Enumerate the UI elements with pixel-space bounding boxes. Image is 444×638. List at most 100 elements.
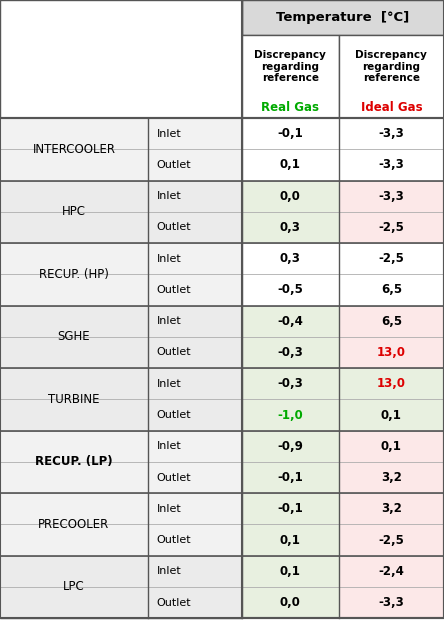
Text: 0,3: 0,3	[280, 252, 301, 265]
Bar	[148, 524, 242, 556]
Text: -0,1: -0,1	[278, 471, 303, 484]
Text: Inlet: Inlet	[157, 379, 182, 389]
Text: Inlet: Inlet	[157, 567, 182, 576]
Text: HPC: HPC	[62, 205, 86, 218]
Bar	[0, 524, 148, 556]
Bar	[0, 493, 148, 524]
Text: Inlet: Inlet	[157, 254, 182, 263]
Text: Temperature  [°C]: Temperature [°C]	[276, 11, 410, 24]
Bar	[242, 243, 339, 274]
Text: 6,5: 6,5	[381, 315, 402, 328]
Text: RECUP. (LP): RECUP. (LP)	[35, 456, 113, 468]
Bar	[0, 118, 148, 149]
Bar	[148, 274, 242, 306]
Text: Outlet: Outlet	[157, 223, 191, 232]
Bar	[242, 0, 444, 618]
Text: INTERCOOLER: INTERCOOLER	[32, 143, 115, 156]
Bar	[242, 556, 339, 587]
Bar	[242, 587, 339, 618]
Bar	[339, 524, 444, 556]
Text: Inlet: Inlet	[157, 129, 182, 138]
Text: 3,2: 3,2	[381, 471, 402, 484]
Bar	[242, 368, 339, 399]
Text: -3,3: -3,3	[379, 127, 404, 140]
Bar	[0, 306, 148, 337]
Bar	[242, 431, 339, 462]
Text: Inlet: Inlet	[157, 191, 182, 201]
Bar	[148, 493, 242, 524]
Text: 6,5: 6,5	[381, 283, 402, 297]
Text: Inlet: Inlet	[157, 504, 182, 514]
Bar	[339, 587, 444, 618]
Text: 0,1: 0,1	[280, 533, 301, 547]
Bar	[242, 524, 339, 556]
Bar	[242, 306, 339, 337]
Text: 13,0: 13,0	[377, 346, 406, 359]
Bar	[148, 337, 242, 368]
Text: SGHE: SGHE	[58, 330, 90, 343]
Bar	[148, 556, 242, 587]
Text: -2,5: -2,5	[378, 221, 404, 234]
Text: PRECOOLER: PRECOOLER	[38, 518, 110, 531]
Bar	[339, 181, 444, 212]
Text: -0,1: -0,1	[278, 502, 303, 516]
Bar	[148, 243, 242, 274]
Text: Discrepancy
regarding
reference: Discrepancy regarding reference	[254, 50, 326, 83]
Text: RECUP. (HP): RECUP. (HP)	[39, 268, 109, 281]
Bar	[148, 462, 242, 493]
Bar	[148, 368, 242, 399]
Bar	[339, 493, 444, 524]
Text: Discrepancy
regarding
reference: Discrepancy regarding reference	[356, 50, 427, 83]
Bar	[148, 149, 242, 181]
Text: -0,5: -0,5	[278, 283, 303, 297]
Bar	[339, 149, 444, 181]
Bar	[242, 212, 339, 243]
Bar	[242, 274, 339, 306]
Bar	[0, 243, 148, 274]
Text: Inlet: Inlet	[157, 316, 182, 326]
Bar	[242, 181, 339, 212]
Text: Inlet: Inlet	[157, 441, 182, 451]
Text: -3,3: -3,3	[379, 158, 404, 172]
Bar	[148, 399, 242, 431]
Text: Outlet: Outlet	[157, 285, 191, 295]
Bar	[242, 118, 339, 149]
Bar	[339, 337, 444, 368]
Bar	[0, 181, 148, 212]
Bar	[339, 368, 444, 399]
Text: -1,0: -1,0	[278, 408, 303, 422]
Bar	[242, 462, 339, 493]
Text: 3,2: 3,2	[381, 502, 402, 516]
Bar	[148, 306, 242, 337]
Bar	[0, 431, 148, 462]
Text: -0,3: -0,3	[278, 346, 303, 359]
Bar	[242, 337, 339, 368]
Bar	[0, 556, 148, 587]
Text: 0,3: 0,3	[280, 221, 301, 234]
Text: Outlet: Outlet	[157, 535, 191, 545]
Text: -0,3: -0,3	[278, 377, 303, 390]
Bar	[0, 212, 148, 243]
Text: Outlet: Outlet	[157, 473, 191, 482]
Bar	[242, 149, 339, 181]
Text: 0,1: 0,1	[280, 158, 301, 172]
Bar	[242, 399, 339, 431]
Bar	[339, 212, 444, 243]
Bar	[242, 0, 444, 35]
Text: -2,5: -2,5	[378, 533, 404, 547]
Bar	[339, 556, 444, 587]
Bar	[339, 243, 444, 274]
Text: -2,5: -2,5	[378, 252, 404, 265]
Bar	[339, 399, 444, 431]
Bar	[339, 274, 444, 306]
Text: 0,1: 0,1	[381, 408, 402, 422]
Bar	[339, 306, 444, 337]
Text: Outlet: Outlet	[157, 160, 191, 170]
Bar	[339, 431, 444, 462]
Bar	[0, 462, 148, 493]
Bar	[242, 35, 339, 118]
Text: -0,1: -0,1	[278, 127, 303, 140]
Bar	[0, 337, 148, 368]
Text: 0,0: 0,0	[280, 596, 301, 609]
Text: -0,9: -0,9	[278, 440, 303, 453]
